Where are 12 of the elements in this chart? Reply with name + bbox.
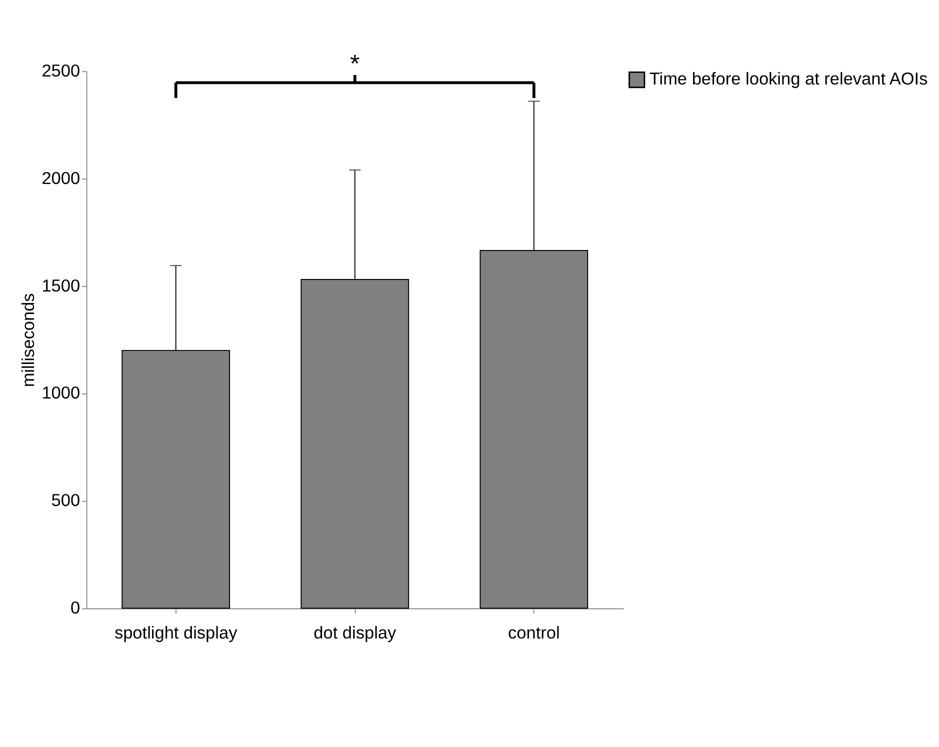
- x-tick-label: spotlight display: [114, 622, 238, 642]
- y-tick-label: 1000: [42, 382, 80, 403]
- legend-label: Time before looking at relevant AOIs: [649, 68, 928, 89]
- y-tick-label: 2500: [42, 60, 80, 80]
- y-tick-label: 2000: [42, 168, 80, 188]
- x-tick-label: dot display: [314, 622, 396, 642]
- y-tick-label: 1500: [42, 275, 80, 296]
- y-tick-label: 0: [70, 598, 80, 618]
- y-axis-title: milliseconds: [18, 293, 38, 388]
- annotation: *: [350, 50, 360, 78]
- y-tick-label: 500: [51, 490, 80, 510]
- x-tick-label: control: [508, 622, 560, 642]
